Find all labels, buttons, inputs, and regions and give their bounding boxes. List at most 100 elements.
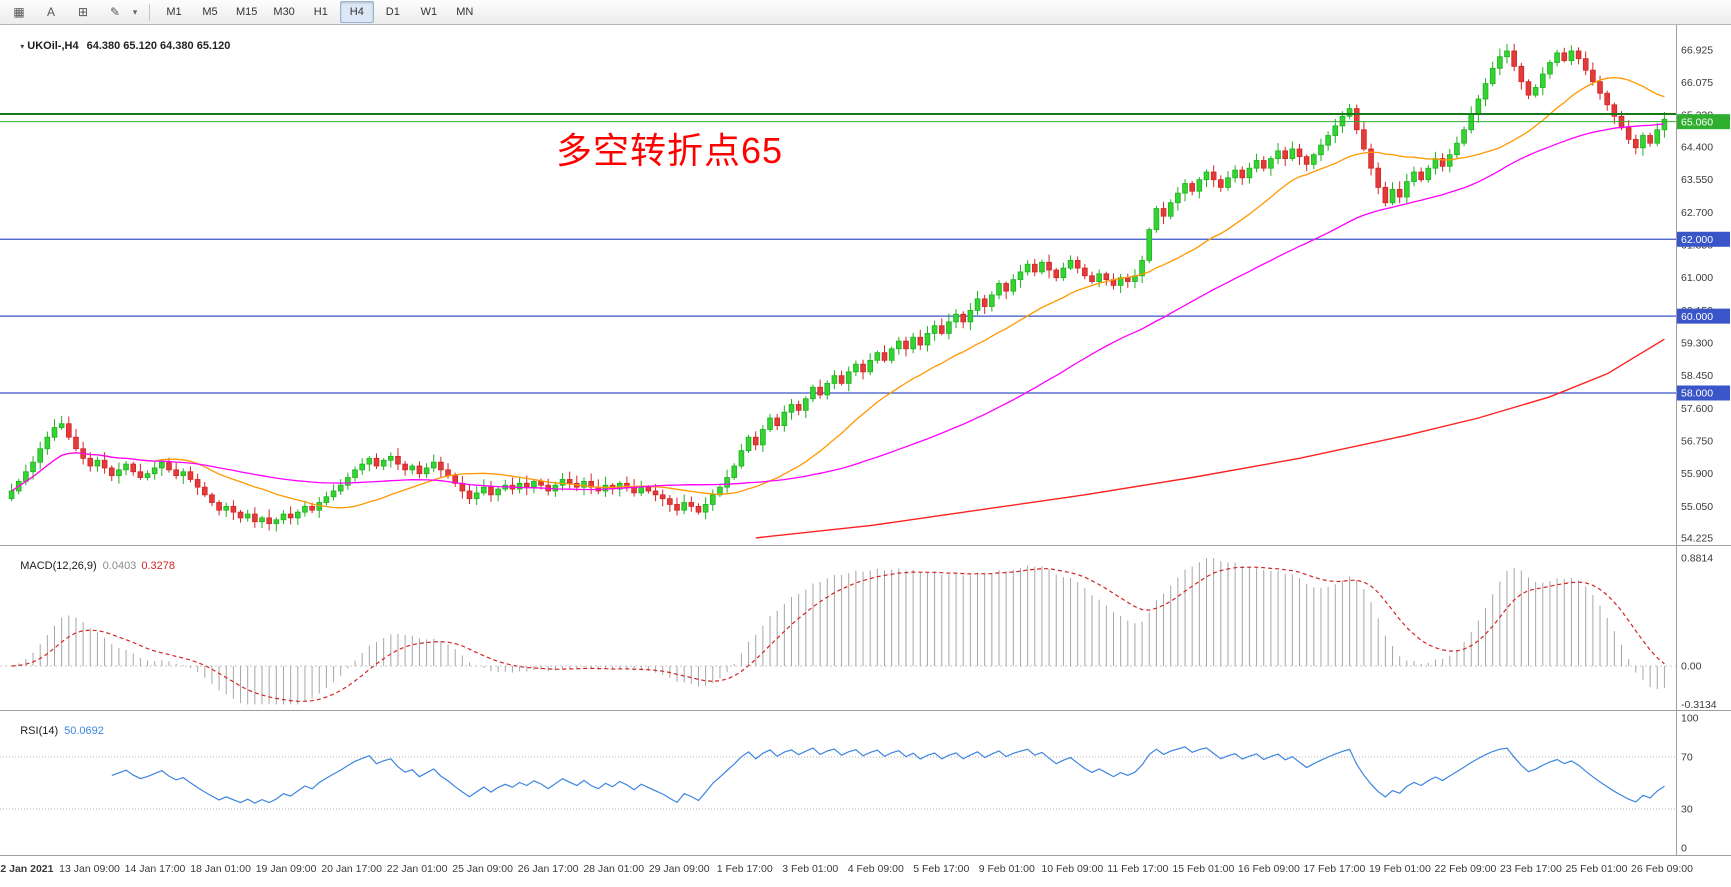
- candle: [30, 461, 36, 473]
- candle: [194, 479, 201, 488]
- candle: [352, 469, 358, 478]
- chart-window-button[interactable]: ▦: [13, 5, 25, 19]
- price-tick: 59.300: [1681, 338, 1713, 350]
- ma-fast-line: [11, 76, 1665, 509]
- candle: [1046, 261, 1052, 271]
- candle: [373, 457, 380, 467]
- candle: [108, 467, 115, 477]
- candle: [423, 467, 430, 475]
- candle: [166, 461, 172, 471]
- macd-tick: 0.8814: [1681, 553, 1713, 565]
- candle: [1260, 160, 1267, 169]
- timeframe-d1-button[interactable]: D1: [385, 6, 400, 18]
- timeframe-w1-button[interactable]: W1: [420, 6, 438, 18]
- candle: [767, 417, 773, 430]
- candle: [430, 461, 437, 469]
- time-tick: 5 Feb 17:00: [913, 863, 969, 875]
- candle: [330, 490, 337, 498]
- candle: [1361, 129, 1367, 150]
- time-tick: 23 Feb 17:00: [1500, 863, 1562, 875]
- candle: [724, 477, 730, 488]
- candle: [201, 486, 208, 496]
- candle: [1446, 154, 1453, 167]
- rsi-tick: 0: [1681, 843, 1687, 855]
- candle: [896, 340, 902, 350]
- candle: [1461, 129, 1467, 144]
- candle: [752, 436, 759, 446]
- candle: [1275, 150, 1281, 159]
- timeframe-mn-button[interactable]: MN: [456, 6, 474, 18]
- candle: [1411, 171, 1417, 183]
- support-lines: [0, 238, 1676, 394]
- candle: [1153, 208, 1160, 231]
- timeframe-m1-button[interactable]: M1: [166, 6, 182, 18]
- macd-axis[interactable]: 0.8814 0.00 -0.3134: [1681, 553, 1717, 711]
- timeframe-h1-button[interactable]: H1: [313, 6, 328, 18]
- candle: [903, 340, 909, 350]
- candle: [867, 359, 873, 373]
- candle: [1597, 81, 1603, 94]
- time-axis[interactable]: 12 Jan 2021 13 Jan 09:00 14 Jan 17:00 18 Ja…: [0, 863, 1693, 875]
- candle: [1432, 158, 1439, 169]
- candle: [1375, 167, 1382, 188]
- rsi-line: [111, 746, 1665, 804]
- candle: [824, 382, 831, 396]
- price-tick: 66.925: [1681, 45, 1713, 57]
- candle: [931, 325, 938, 334]
- time-tick: 19 Jan 09:00: [256, 863, 317, 875]
- candle: [116, 469, 122, 477]
- candle: [8, 490, 15, 500]
- candle: [745, 436, 752, 452]
- timeframe-m5-button[interactable]: M5: [202, 6, 218, 18]
- candle: [659, 494, 666, 500]
- candle: [702, 504, 709, 513]
- candle: [1368, 148, 1374, 169]
- candle: [180, 471, 187, 477]
- candle: [788, 404, 795, 413]
- candle: [1647, 135, 1653, 144]
- candle: [1404, 181, 1410, 198]
- candle: [1475, 98, 1482, 115]
- candle: [674, 504, 680, 511]
- candle: [1167, 202, 1174, 217]
- candle: [58, 423, 65, 428]
- candle: [652, 490, 659, 496]
- candle: [638, 486, 645, 494]
- rsi-axis[interactable]: 100 70 30 0: [1681, 713, 1699, 855]
- timeframe-h4-button[interactable]: H4: [339, 1, 374, 23]
- chart-area[interactable]: 66.92566.07565.23064.40063.55062.70061.8…: [0, 25, 1731, 887]
- candle: [760, 429, 766, 446]
- price-tag-62.000-text: 62.000: [1681, 234, 1713, 246]
- candle: [230, 505, 237, 513]
- candle: [1218, 179, 1224, 188]
- candle: [1203, 171, 1210, 181]
- candle: [1060, 267, 1067, 279]
- candle: [1575, 50, 1582, 60]
- candle: [1654, 129, 1661, 144]
- ma-mid-line: [11, 123, 1665, 492]
- auto-arrange-button[interactable]: A: [46, 5, 55, 19]
- draw-tool-dropdown-button[interactable]: ▾: [132, 6, 138, 17]
- candle: [581, 480, 587, 488]
- candle: [44, 436, 51, 450]
- draw-tool-button[interactable]: ✎: [109, 5, 121, 19]
- candle: [803, 398, 809, 411]
- candle: [94, 459, 101, 467]
- timeframe-m30-button[interactable]: M30: [273, 6, 295, 18]
- candle: [130, 463, 137, 473]
- time-tick: 14 Jan 17:00: [125, 863, 186, 875]
- price-tag-60.000-text: 60.000: [1681, 311, 1713, 323]
- time-tick: 11 Feb 17:00: [1107, 863, 1168, 875]
- candle: [1053, 269, 1060, 279]
- chart-canvas[interactable]: 66.92566.07565.23064.40063.55062.70061.8…: [0, 25, 1731, 887]
- candle: [1074, 260, 1081, 269]
- candle: [1561, 52, 1568, 61]
- candle: [974, 298, 981, 311]
- dock-chart-button[interactable]: ⊞: [77, 5, 89, 19]
- rsi-tick: 30: [1681, 804, 1693, 816]
- candle: [967, 309, 974, 323]
- candle: [1568, 50, 1575, 61]
- candle: [488, 486, 494, 496]
- timeframe-m15-button[interactable]: M15: [236, 6, 258, 18]
- candle: [1454, 142, 1460, 156]
